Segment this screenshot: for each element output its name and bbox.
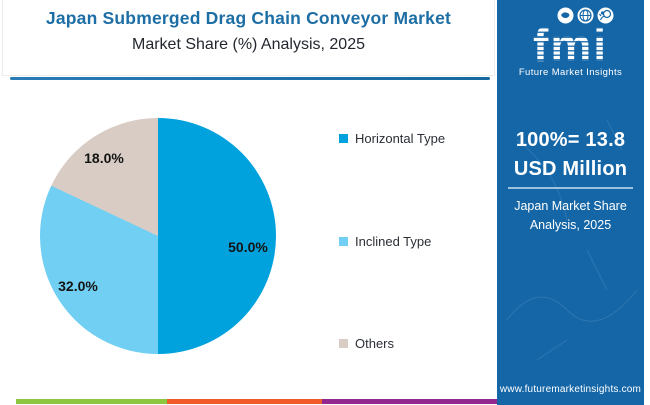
- panel-caption: Japan Market Share Analysis, 2025: [497, 197, 644, 235]
- pie-slice-label: 32.0%: [58, 278, 98, 294]
- legend-item: Inclined Type: [339, 234, 431, 249]
- footer-strip-segment: [322, 399, 497, 404]
- stat-line1: 100%= 13.8: [515, 129, 626, 151]
- market-size-stat: 100%= 13.8 USD Million: [497, 126, 644, 184]
- footer-strip-segment: [16, 399, 167, 404]
- panel-divider: [508, 187, 633, 189]
- legend-item: Others: [339, 336, 394, 351]
- legend-swatch: [339, 134, 348, 143]
- footer-strip: [16, 399, 497, 404]
- map-icon: [557, 7, 574, 24]
- pie-slice-label: 18.0%: [84, 150, 124, 166]
- legend-swatch: [339, 237, 348, 246]
- website-link[interactable]: www.futuremarketinsights.com: [499, 384, 642, 395]
- fmi-logo: fmi Future Market Insights: [497, 7, 644, 78]
- caption-line1: Japan Market Share: [514, 199, 627, 213]
- world-map-watermark: [506, 119, 638, 361]
- caption-line2: Analysis, 2025: [529, 217, 612, 232]
- logo-wordmark: fmi: [497, 22, 644, 68]
- logo-icons: [527, 7, 644, 24]
- legend-label: Horizontal Type: [355, 131, 446, 146]
- header: Japan Submerged Drag Chain Conveyor Mark…: [2, 0, 495, 76]
- globe-icon: [577, 7, 594, 24]
- footer-strip-segment: [167, 399, 322, 404]
- legend-label: Inclined Type: [355, 234, 432, 249]
- header-divider: [10, 77, 490, 80]
- pie-chart: [40, 118, 276, 354]
- page-title: Japan Submerged Drag Chain Conveyor Mark…: [45, 8, 452, 28]
- page-subtitle: Market Share (%) Analysis, 2025: [132, 36, 365, 53]
- stat-line2: USD Million: [513, 158, 628, 180]
- person-globe-icon: [597, 7, 614, 24]
- logo-tagline: Future Market Insights: [518, 67, 623, 79]
- legend-label: Others: [355, 336, 395, 351]
- legend-swatch: [339, 339, 348, 348]
- brand-panel: fmi Future Market Insights 100%= 13.8 US…: [497, 0, 644, 405]
- legend-item: Horizontal Type: [339, 131, 445, 146]
- pie-slice-label: 50.0%: [228, 239, 268, 255]
